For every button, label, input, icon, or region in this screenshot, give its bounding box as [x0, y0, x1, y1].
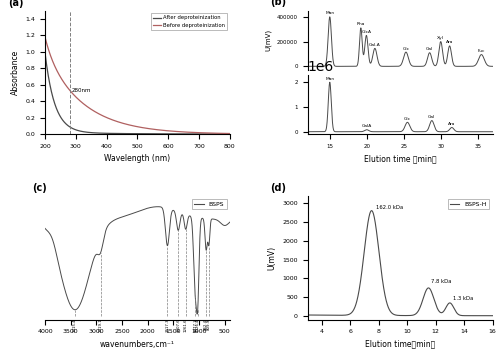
Legend: BSPS-H: BSPS-H — [448, 199, 490, 209]
Text: 862.4: 862.4 — [204, 318, 208, 329]
Before deproteinization — [150, 127, 156, 131]
Text: 162.0 kDa: 162.0 kDa — [376, 205, 403, 210]
Text: GalA: GalA — [362, 124, 372, 128]
Before deproteinization — [42, 35, 48, 39]
Text: 2919.1: 2919.1 — [98, 318, 102, 332]
Text: Glc: Glc — [404, 117, 411, 121]
Text: (d): (d) — [270, 183, 286, 193]
Line: After deproteinization: After deproteinization — [45, 53, 230, 134]
Before deproteinization — [54, 67, 60, 72]
Text: 1617.3: 1617.3 — [166, 318, 170, 332]
Line: Before deproteinization: Before deproteinization — [45, 37, 230, 133]
Text: Gal-A: Gal-A — [369, 43, 381, 47]
Before deproteinization — [201, 131, 207, 135]
X-axis label: Wavelength (nm): Wavelength (nm) — [104, 154, 170, 163]
Text: Ara: Ara — [448, 122, 456, 126]
Text: Xyl: Xyl — [438, 36, 444, 40]
Text: (b): (b) — [270, 0, 286, 7]
Text: 809.9: 809.9 — [207, 318, 211, 330]
Y-axis label: U(mV): U(mV) — [265, 29, 272, 51]
Before deproteinization — [182, 130, 188, 134]
Y-axis label: U(mV): U(mV) — [268, 246, 276, 270]
After deproteinization — [150, 132, 156, 136]
After deproteinization — [227, 132, 233, 136]
X-axis label: Elution time （min）: Elution time （min） — [364, 154, 436, 163]
Text: 1.3 kDa: 1.3 kDa — [452, 296, 473, 301]
Text: Ara: Ara — [446, 40, 454, 44]
After deproteinization — [42, 50, 48, 55]
Text: Fuc: Fuc — [478, 49, 485, 53]
Text: Gal: Gal — [428, 115, 436, 119]
Text: Man: Man — [325, 11, 334, 15]
Y-axis label: Absorbance: Absorbance — [11, 50, 20, 95]
X-axis label: wavenumbers,cm⁻¹: wavenumbers,cm⁻¹ — [100, 340, 175, 349]
Text: 1261.6: 1261.6 — [184, 318, 188, 332]
Text: (a): (a) — [8, 0, 24, 8]
Before deproteinization — [154, 127, 160, 132]
Text: 1026.4: 1026.4 — [196, 318, 200, 332]
Text: 1077.3: 1077.3 — [193, 318, 197, 332]
Text: Glc: Glc — [402, 47, 409, 51]
Legend: After deproteinization, Before deproteinization: After deproteinization, Before deprotein… — [151, 13, 228, 30]
After deproteinization — [160, 132, 166, 136]
After deproteinization — [201, 132, 207, 136]
Text: (c): (c) — [32, 183, 47, 193]
Text: Gal: Gal — [426, 47, 434, 51]
X-axis label: Elution time（min）: Elution time（min） — [365, 340, 435, 349]
Text: 280nm: 280nm — [72, 88, 92, 93]
Text: 3415.4: 3415.4 — [73, 318, 77, 332]
Before deproteinization — [160, 128, 166, 132]
Text: Rha: Rha — [356, 22, 365, 27]
Text: 7.8 kDa: 7.8 kDa — [432, 279, 452, 284]
Before deproteinization — [227, 131, 233, 136]
Legend: BSPS: BSPS — [192, 199, 227, 209]
Text: Man: Man — [325, 77, 334, 81]
Text: 1407.6: 1407.6 — [176, 318, 180, 332]
After deproteinization — [54, 106, 60, 110]
Text: GlcA: GlcA — [362, 30, 372, 34]
After deproteinization — [154, 132, 160, 136]
After deproteinization — [182, 132, 188, 136]
